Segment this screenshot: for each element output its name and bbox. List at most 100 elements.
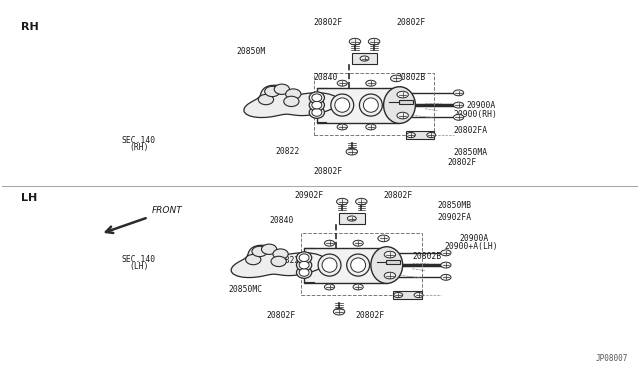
Text: 20900+A(LH): 20900+A(LH): [444, 242, 498, 251]
Circle shape: [366, 124, 376, 130]
Text: FRONT: FRONT: [152, 206, 182, 215]
Circle shape: [337, 198, 348, 205]
Text: 20802F: 20802F: [383, 191, 413, 200]
Text: 20802F: 20802F: [314, 18, 343, 27]
Ellipse shape: [322, 258, 337, 272]
Circle shape: [356, 198, 367, 205]
Circle shape: [366, 80, 376, 86]
Ellipse shape: [371, 247, 403, 283]
Circle shape: [406, 132, 415, 138]
Circle shape: [337, 80, 348, 86]
Circle shape: [384, 251, 396, 258]
Ellipse shape: [273, 249, 288, 259]
Ellipse shape: [360, 94, 382, 116]
Circle shape: [394, 292, 403, 298]
Text: 20802F: 20802F: [314, 167, 343, 176]
Text: LH: LH: [21, 193, 37, 203]
Polygon shape: [244, 85, 339, 118]
Ellipse shape: [347, 254, 369, 276]
Ellipse shape: [312, 101, 322, 109]
Bar: [317, 87, 399, 122]
Ellipse shape: [296, 267, 312, 278]
Bar: [406, 131, 435, 139]
Circle shape: [369, 38, 380, 45]
Ellipse shape: [309, 106, 324, 118]
Circle shape: [346, 148, 358, 155]
Circle shape: [441, 250, 451, 256]
Text: 20902FA: 20902FA: [438, 213, 472, 222]
Circle shape: [454, 90, 464, 96]
Circle shape: [390, 75, 402, 82]
Ellipse shape: [299, 269, 309, 276]
Ellipse shape: [274, 84, 289, 94]
Text: 20900A: 20900A: [467, 100, 495, 110]
Ellipse shape: [299, 254, 309, 262]
Ellipse shape: [309, 99, 324, 111]
Ellipse shape: [383, 87, 415, 124]
Text: 20902F: 20902F: [294, 191, 324, 200]
Circle shape: [348, 216, 356, 221]
Ellipse shape: [259, 94, 273, 105]
Circle shape: [333, 308, 345, 315]
Ellipse shape: [351, 258, 365, 272]
Ellipse shape: [335, 98, 349, 112]
Text: 20802F: 20802F: [396, 18, 426, 27]
Circle shape: [360, 56, 369, 61]
Text: 20802F: 20802F: [447, 158, 476, 167]
Ellipse shape: [252, 246, 268, 257]
Circle shape: [324, 284, 335, 290]
Bar: [393, 291, 422, 299]
Text: 20802B: 20802B: [412, 252, 442, 261]
Text: JP08007: JP08007: [596, 354, 628, 363]
Text: 20900A: 20900A: [460, 234, 489, 243]
Text: 20822: 20822: [275, 147, 300, 155]
Circle shape: [349, 38, 361, 45]
Ellipse shape: [284, 96, 299, 106]
Text: 20802B: 20802B: [396, 73, 426, 82]
Ellipse shape: [331, 94, 354, 116]
Circle shape: [441, 275, 451, 280]
Ellipse shape: [265, 86, 280, 97]
Text: 20802F: 20802F: [355, 311, 384, 320]
Text: 20850MC: 20850MC: [228, 285, 263, 294]
Text: 20840: 20840: [269, 217, 294, 225]
Bar: [301, 233, 422, 295]
Bar: [339, 214, 365, 224]
Ellipse shape: [309, 92, 324, 104]
Text: 20900(RH): 20900(RH): [454, 110, 497, 119]
Text: SEC.140: SEC.140: [122, 135, 156, 144]
Circle shape: [414, 292, 423, 298]
Ellipse shape: [296, 259, 312, 271]
Ellipse shape: [364, 98, 378, 112]
Circle shape: [441, 262, 451, 268]
Text: (LH): (LH): [129, 262, 148, 272]
Ellipse shape: [246, 254, 261, 265]
Ellipse shape: [312, 94, 322, 102]
Ellipse shape: [271, 256, 286, 267]
Ellipse shape: [318, 254, 341, 276]
Text: 20802F: 20802F: [266, 311, 295, 320]
Text: 20840: 20840: [314, 73, 338, 82]
Ellipse shape: [296, 252, 312, 264]
Text: 20802FA: 20802FA: [454, 126, 488, 135]
Ellipse shape: [262, 244, 276, 254]
Ellipse shape: [285, 89, 301, 99]
Circle shape: [454, 114, 464, 120]
Text: 20850M: 20850M: [237, 47, 266, 56]
Circle shape: [454, 102, 464, 108]
Circle shape: [353, 240, 364, 246]
Text: SEC.140: SEC.140: [122, 255, 156, 264]
Polygon shape: [231, 245, 326, 278]
Circle shape: [397, 112, 408, 119]
Bar: [399, 100, 413, 104]
Text: 20822: 20822: [275, 256, 300, 265]
Circle shape: [324, 240, 335, 246]
Bar: [386, 260, 400, 264]
Ellipse shape: [299, 261, 309, 269]
Bar: [304, 248, 387, 283]
Text: (RH): (RH): [129, 143, 148, 152]
Text: RH: RH: [21, 22, 39, 32]
Circle shape: [378, 235, 389, 242]
Bar: [314, 73, 435, 135]
Text: 20850MB: 20850MB: [438, 201, 472, 210]
